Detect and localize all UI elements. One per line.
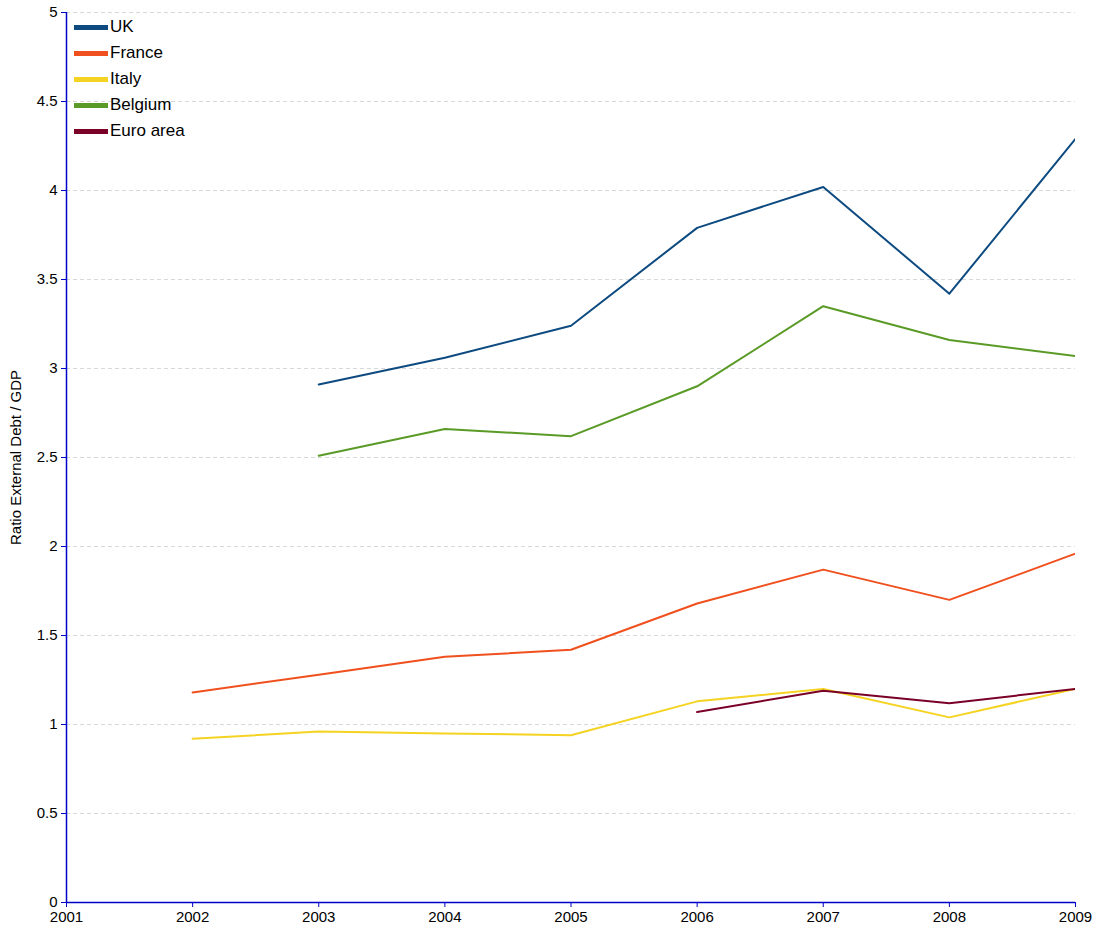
html-text:Euro area: Euro area <box>110 121 185 140</box>
svg-text:2003: 2003 <box>302 908 335 925</box>
svg-text:2008: 2008 <box>933 908 966 925</box>
svg-text:Ratio External Debt / GDP: Ratio External Debt / GDP <box>7 370 24 545</box>
svg-text:2004: 2004 <box>428 908 461 925</box>
svg-text:2005: 2005 <box>554 908 587 925</box>
svg-text:1: 1 <box>49 715 57 732</box>
svg-text:3: 3 <box>49 359 57 376</box>
svg-text:2: 2 <box>49 537 57 554</box>
html-text:France: France <box>110 43 163 62</box>
svg-text:0: 0 <box>49 893 57 910</box>
svg-text:3.5: 3.5 <box>37 270 58 287</box>
svg-text:2006: 2006 <box>680 908 713 925</box>
svg-text:1.5: 1.5 <box>37 626 58 643</box>
html-text:Italy: Italy <box>110 69 142 88</box>
svg-text:2007: 2007 <box>807 908 840 925</box>
svg-text:2.5: 2.5 <box>37 448 58 465</box>
svg-text:4: 4 <box>49 181 57 198</box>
html-text:UK: UK <box>110 17 134 36</box>
svg-text:2009: 2009 <box>1059 908 1092 925</box>
svg-text:5: 5 <box>49 3 57 20</box>
svg-text:4.5: 4.5 <box>37 92 58 109</box>
svg-text:0.5: 0.5 <box>37 804 58 821</box>
html-text:Belgium: Belgium <box>110 95 172 114</box>
svg-text:2001: 2001 <box>50 908 83 925</box>
svg-text:2002: 2002 <box>176 908 209 925</box>
